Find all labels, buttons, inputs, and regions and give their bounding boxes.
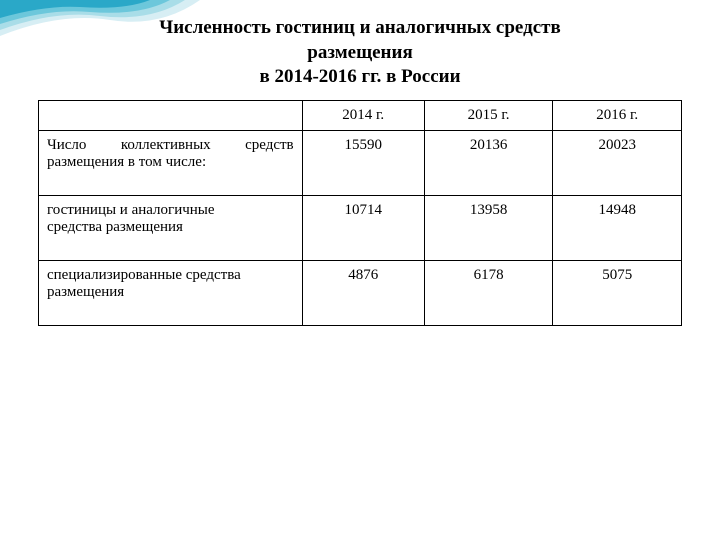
col-header-blank bbox=[39, 101, 303, 131]
title-line-3: в 2014-2016 гг. в России bbox=[259, 66, 460, 87]
cell-value: 20136 bbox=[424, 131, 553, 196]
table-header-row: 2014 г. 2015 г. 2016 г. bbox=[39, 101, 682, 131]
cell-value: 4876 bbox=[302, 261, 424, 326]
col-header-2014: 2014 г. bbox=[302, 101, 424, 131]
title-line-2: размещения bbox=[307, 42, 412, 63]
row-label-line1: Число коллективных средств bbox=[47, 137, 294, 153]
cell-value: 14948 bbox=[553, 196, 682, 261]
row-label-line1: специализированные средства bbox=[47, 267, 241, 283]
data-table-container: 2014 г. 2015 г. 2016 г. Число коллективн… bbox=[0, 90, 720, 326]
title-line-1: Численность гостиниц и аналогичных средс… bbox=[159, 17, 560, 38]
row-label-line2: размещения bbox=[47, 284, 294, 301]
col-header-2015: 2015 г. bbox=[424, 101, 553, 131]
row-label: гостиницы и аналогичные средства размеще… bbox=[39, 196, 303, 261]
table-row: гостиницы и аналогичные средства размеще… bbox=[39, 196, 682, 261]
row-label: Число коллективных средств размещения в … bbox=[39, 131, 303, 196]
cell-value: 10714 bbox=[302, 196, 424, 261]
table-row: Число коллективных средств размещения в … bbox=[39, 131, 682, 196]
table-row: специализированные средства размещения 4… bbox=[39, 261, 682, 326]
row-label: специализированные средства размещения bbox=[39, 261, 303, 326]
row-label-line1: гостиницы и аналогичные bbox=[47, 202, 215, 218]
page-title: Численность гостиниц и аналогичных средс… bbox=[0, 0, 720, 90]
cell-value: 6178 bbox=[424, 261, 553, 326]
table-body: Число коллективных средств размещения в … bbox=[39, 131, 682, 326]
cell-value: 5075 bbox=[553, 261, 682, 326]
cell-value: 15590 bbox=[302, 131, 424, 196]
data-table: 2014 г. 2015 г. 2016 г. Число коллективн… bbox=[38, 100, 682, 326]
row-label-line2: средства размещения bbox=[47, 219, 294, 236]
cell-value: 20023 bbox=[553, 131, 682, 196]
cell-value: 13958 bbox=[424, 196, 553, 261]
row-label-line2: размещения в том числе: bbox=[47, 154, 294, 171]
col-header-2016: 2016 г. bbox=[553, 101, 682, 131]
